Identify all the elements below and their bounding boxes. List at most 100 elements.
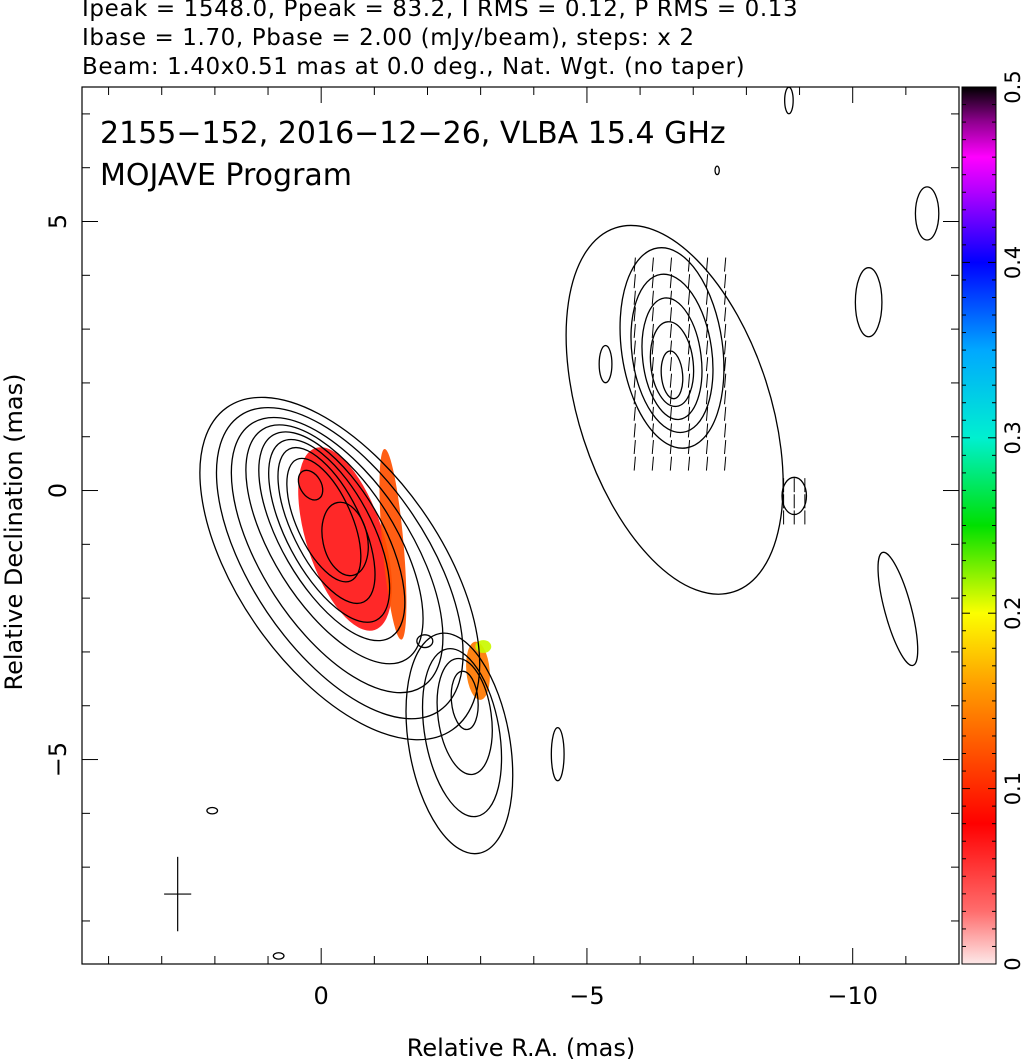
evpa-vector-0-1-7	[651, 340, 654, 355]
evpa-vector-0-1-11	[651, 274, 654, 289]
nw-component-contour-1	[619, 247, 725, 449]
evpa-vector-0-5-4	[724, 390, 727, 405]
evpa-vector-0-4-9	[705, 307, 709, 322]
nw-component-contour-9	[914, 186, 940, 241]
evpa-vector-0-0-6	[633, 357, 636, 372]
evpa-vector-0-5-0	[724, 456, 727, 471]
evpa-vector-0-2-0	[669, 456, 673, 471]
plot-frame	[81, 86, 960, 965]
evpa-vector-0-0-12	[633, 257, 636, 272]
polarization-region-0	[298, 447, 392, 631]
evpa-vector-0-0-0	[633, 456, 636, 471]
axes-layer: 0 −5 −10 5 0 −5	[44, 87, 959, 1010]
extended-jet-contour-7	[272, 952, 285, 960]
nw-component-contour-10	[877, 551, 919, 667]
evpa-vector-0-5-2	[724, 423, 727, 438]
evpa-vector-0-3-0	[687, 456, 691, 471]
evpa-vector-0-4-2	[705, 423, 709, 438]
nw-component-contour-11	[714, 165, 720, 176]
evpa-vector-0-3-11	[687, 274, 691, 289]
evpa-vector-0-2-6	[669, 357, 673, 372]
evpa-vector-0-0-9	[633, 307, 636, 322]
evpa-vector-0-5-7	[724, 340, 727, 355]
evpa-vector-0-3-2	[687, 423, 691, 438]
evpa-vector-0-4-1	[705, 440, 709, 455]
evpa-vector-0-1-9	[651, 307, 654, 322]
colorbar-tick-label: 0.4	[1001, 246, 1022, 279]
nw-component-contour-3	[641, 297, 703, 421]
evpa-vector-0-5-12	[724, 257, 727, 272]
evpa-vector-0-2-9	[669, 307, 673, 322]
colorbar-tick-label: 0.2	[1001, 596, 1022, 629]
extended-jet-contour-0	[405, 632, 514, 855]
colorbar-tick-label: 0	[1001, 957, 1022, 970]
evpa-vector-0-3-10	[687, 290, 691, 305]
colorbar	[962, 87, 996, 964]
chart-subtitle: MOJAVE Program	[100, 158, 352, 193]
colorbar-tick-label: 0.5	[1001, 70, 1022, 103]
x-tick-label: −5	[569, 982, 604, 1010]
core-region-contour-1	[215, 406, 464, 720]
y-tick-label: 5	[44, 214, 72, 229]
evpa-vector-0-2-1	[669, 440, 673, 455]
evpa-vector-0-3-5	[687, 373, 691, 388]
beam-cross	[164, 856, 192, 932]
evpa-vector-0-4-7	[705, 340, 709, 355]
evpa-vector-0-1-3	[651, 406, 654, 421]
evpa-vector-0-0-11	[633, 274, 636, 289]
nw-component-contour-5	[660, 350, 684, 400]
evpa-vector-0-3-8	[687, 323, 691, 338]
core-region-contour-3	[245, 424, 424, 665]
evpa-vector-0-0-5	[633, 373, 636, 388]
evpa-vector-0-5-8	[724, 323, 727, 338]
core-region-contour-8	[321, 501, 369, 577]
contour-layer	[199, 87, 940, 960]
evpa-vector-layer	[633, 257, 806, 525]
evpa-vector-0-2-11	[669, 274, 673, 289]
evpa-vector-0-1-1	[651, 440, 654, 455]
evpa-vector-0-5-3	[724, 406, 727, 421]
evpa-vector-0-5-11	[724, 274, 727, 289]
x-tick-label: −10	[827, 982, 878, 1010]
extended-jet-contour-2	[436, 657, 493, 776]
evpa-vector-0-4-3	[705, 406, 709, 421]
nw-component-contour-0	[565, 224, 784, 595]
nw-component-contour-2	[630, 273, 714, 434]
evpa-vector-0-1-12	[651, 257, 654, 272]
evpa-vector-0-1-6	[651, 357, 654, 372]
image-layer	[199, 87, 940, 960]
evpa-vector-0-1-4	[651, 390, 654, 405]
evpa-vector-0-2-12	[669, 257, 673, 272]
evpa-vector-0-4-10	[705, 290, 709, 305]
evpa-vector-0-3-6	[687, 357, 691, 372]
evpa-vector-0-2-8	[669, 323, 673, 338]
nw-component-contour-6	[598, 344, 613, 384]
evpa-vector-0-2-2	[669, 423, 673, 438]
colorbar-ticks: 0 0.1 0.2 0.3 0.4 0.5	[962, 70, 1022, 971]
evpa-vector-0-4-0	[705, 456, 709, 471]
y-axis-label: Relative Declination (mas)	[0, 373, 28, 690]
evpa-vector-0-4-5	[705, 373, 709, 388]
extended-jet-contour-1	[421, 647, 503, 818]
evpa-vector-0-4-4	[705, 390, 709, 405]
core-region-contour-4	[258, 431, 406, 642]
evpa-vector-0-2-4	[669, 390, 673, 405]
core-region-contour-7	[286, 457, 362, 583]
evpa-vector-0-0-4	[633, 390, 636, 405]
evpa-vector-0-5-1	[724, 440, 727, 455]
header-line-3: Beam: 1.40x0.51 mas at 0.0 deg., Nat. Wg…	[82, 54, 746, 80]
evpa-vector-0-3-12	[687, 257, 691, 272]
header-line-1: Ipeak = 1548.0, Ppeak = 83.2, I RMS = 0.…	[82, 0, 799, 22]
evpa-vector-0-1-0	[651, 456, 654, 471]
evpa-vector-0-2-10	[669, 290, 673, 305]
evpa-vector-0-0-10	[633, 290, 636, 305]
evpa-vector-0-1-5	[651, 373, 654, 388]
colorbar-tick-label: 0.3	[1001, 421, 1022, 454]
extended-jet-contour-5	[550, 726, 565, 782]
evpa-vector-0-3-9	[687, 307, 691, 322]
evpa-vector-0-4-11	[705, 274, 709, 289]
evpa-vector-0-2-5	[669, 373, 673, 388]
polarization-region-1	[379, 449, 407, 640]
header-line-2: Ibase = 1.70, Pbase = 2.00 (mJy/beam), s…	[82, 25, 695, 51]
